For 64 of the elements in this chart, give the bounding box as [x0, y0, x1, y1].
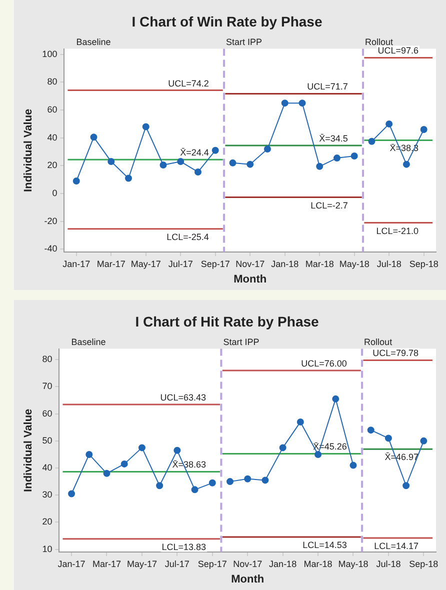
- ref-line-label: Start IPP: [226, 36, 262, 47]
- y-tick-label: -40: [44, 244, 58, 254]
- series-label: LCL=14.17: [374, 540, 418, 551]
- x-tick-label: Jan-17: [58, 558, 86, 569]
- x-tick-label: Sep-17: [200, 258, 230, 269]
- series-label: LCL=-25.4: [166, 232, 209, 242]
- x-tick-label: May-18: [339, 258, 370, 269]
- y-tick-label: 70: [42, 381, 52, 392]
- y-tick-label: 60: [47, 104, 58, 115]
- x-tick-label: Jan-18: [271, 258, 299, 269]
- y-tick-label: 100: [42, 48, 58, 59]
- x-tick-label: May-18: [338, 558, 368, 569]
- series-label: LCL=14.53: [302, 540, 347, 550]
- text: Baseline: [71, 336, 106, 347]
- x-tick-label: Mar-18: [305, 258, 334, 269]
- chart-title: I Chart of Hit Rate by Phase: [135, 313, 320, 330]
- series-label: UCL=97.6: [378, 46, 419, 56]
- series-label: UCL=79.78: [372, 348, 418, 358]
- x-tick-label: Nov-17: [233, 558, 262, 569]
- x-tick-label: Sep-18: [409, 558, 438, 569]
- y-tick-label: 20: [47, 160, 58, 170]
- x-tick-label: May-17: [126, 558, 157, 569]
- y-tick-label: 80: [42, 354, 52, 364]
- series-label: LCL=13.83: [162, 542, 206, 552]
- series-label: UCL=76.00: [301, 358, 347, 368]
- y-tick-label: 0: [52, 188, 58, 198]
- text: Baseline: [76, 36, 111, 47]
- y-tick-label: 50: [42, 435, 52, 446]
- y-tick-label: 20: [42, 516, 52, 527]
- ref-line-label: Rollout: [365, 36, 394, 47]
- y-tick-label: 10: [42, 544, 52, 554]
- y-tick-label: 40: [47, 132, 58, 142]
- y-tick-label: -20: [44, 216, 58, 226]
- x-tick-label: Mar-17: [96, 258, 126, 269]
- x-tick-label: Jan-17: [62, 258, 90, 269]
- x-tick-label: Sep-18: [409, 258, 438, 269]
- x-tick-label: Jul-17: [168, 258, 193, 269]
- series-label: UCL=63.43: [160, 392, 206, 403]
- chart-title: I Chart of Win Rate by Phase: [132, 13, 322, 30]
- x-tick-label: Jul-18: [376, 258, 402, 269]
- x-tick-label: May-17: [130, 258, 161, 269]
- y-tick-label: 40: [42, 462, 52, 472]
- series-label: X̄=24.4: [180, 148, 209, 158]
- y-tick-label: 80: [47, 76, 58, 87]
- x-tick-label: Mar-18: [304, 558, 332, 569]
- x-tick-label: Jul-17: [164, 558, 190, 569]
- ref-line-label: Start IPP: [223, 336, 260, 347]
- series-label: LCL=-2.7: [310, 200, 348, 210]
- x-tick-label: Sep-17: [198, 558, 227, 569]
- x-tick-label: Jul-18: [376, 558, 401, 569]
- x-tick-label: Mar-17: [92, 558, 122, 569]
- series-label: X̄=34.5: [319, 134, 348, 144]
- x-tick-label: Jan-18: [269, 558, 297, 569]
- series-label: UCL=74.2: [168, 78, 209, 88]
- x-tick-label: Nov-17: [236, 258, 265, 269]
- y-axis-title: Individual Value: [22, 408, 35, 492]
- y-tick-label: 60: [42, 408, 52, 418]
- y-axis-title: Individual Value: [22, 108, 35, 192]
- ref-line-label: Rollout: [364, 336, 393, 347]
- x-axis-title: Month: [231, 573, 264, 586]
- series-label: UCL=71.7: [307, 82, 348, 92]
- y-tick-label: 30: [42, 490, 52, 500]
- series-label: LCL=-21.0: [376, 226, 419, 236]
- x-axis-title: Month: [234, 273, 267, 286]
